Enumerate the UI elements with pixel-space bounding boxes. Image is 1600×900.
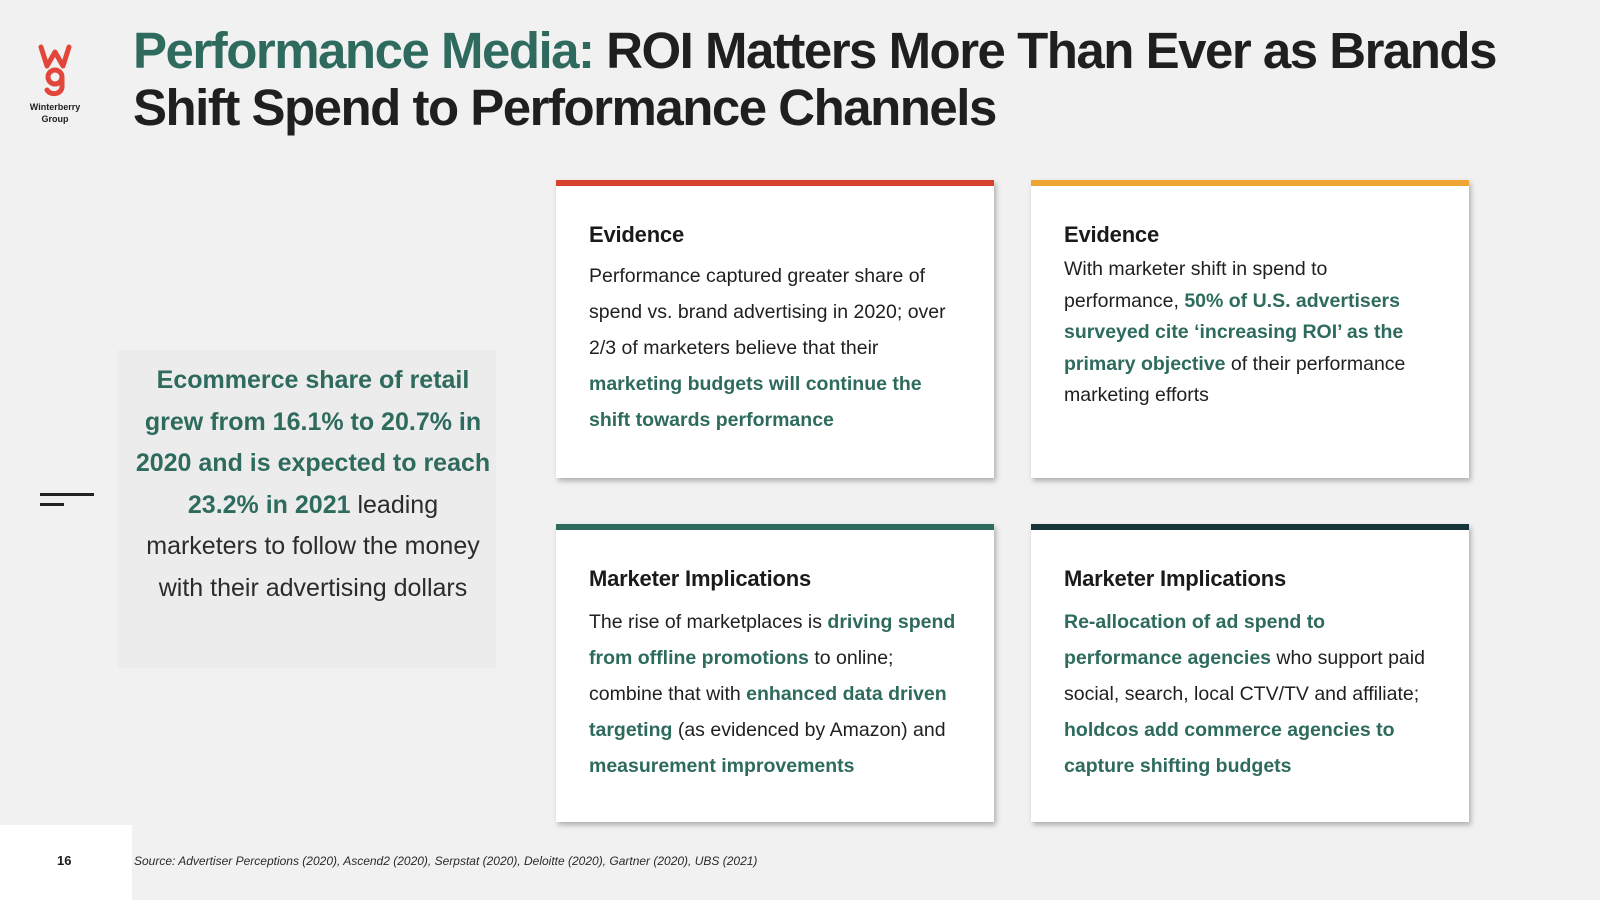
card-text: With marketer shift in spend to performa… <box>1064 258 1328 312</box>
card-highlight: 50% of U.S. advertisers surveyed cite ‘i… <box>1064 289 1404 375</box>
page-number: 16 <box>57 853 72 868</box>
card-heading: Marketer Implications <box>1064 566 1286 591</box>
decorative-dash-long <box>40 493 94 496</box>
page-number-box <box>0 825 132 900</box>
card-heading: Marketer Implications <box>589 566 811 591</box>
callout-background <box>118 350 496 668</box>
decorative-dash-short <box>40 503 64 506</box>
key-stat-callout: Ecommerce share of retail grew from 16.1… <box>130 360 496 609</box>
card-text: of their performance marketing efforts <box>1064 352 1406 407</box>
marketer-implications-card-2: Marketer Implications Re-allocation of a… <box>1031 524 1469 822</box>
logo-brand-line1: Winterberry <box>29 102 81 112</box>
page-title: Performance Media: ROI Matters More Than… <box>133 22 1553 136</box>
callout-rest: leading marketers to follow the money wi… <box>146 490 480 602</box>
card-body: With marketer shift in spend to performa… <box>1064 254 1436 412</box>
card-accent-bar <box>556 524 994 530</box>
logo-brand-line2: Group <box>41 114 69 124</box>
card-text: to online; combine that with <box>589 647 894 705</box>
evidence-card-2: Evidence With marketer shift in spend to… <box>1031 180 1469 478</box>
card-highlight: measurement improvements <box>589 755 855 777</box>
card-highlight: driving spend from offline promotions <box>589 611 956 669</box>
card-accent-bar <box>1031 180 1469 186</box>
card-accent-bar <box>556 180 994 186</box>
wg-logo-mark-icon <box>38 44 72 97</box>
card-text: Performance captured greater share of sp… <box>589 265 946 359</box>
card-heading: Evidence <box>589 222 685 247</box>
card-text: who support paid social, search, local C… <box>1064 647 1425 705</box>
card-body: Performance captured greater share of sp… <box>589 258 961 438</box>
card-text: (as evidenced by Amazon) and <box>672 719 946 741</box>
card-body: Re-allocation of ad spend to performance… <box>1064 604 1436 784</box>
evidence-card-1: Evidence Performance captured greater sh… <box>556 180 994 478</box>
card-highlight: Re-allocation of ad spend to performance… <box>1064 611 1326 669</box>
winterberry-logo: Winterberry Group <box>22 44 88 124</box>
title-accent: Performance Media: <box>133 22 595 79</box>
source-citation: Source: Advertiser Perceptions (2020), A… <box>134 854 758 868</box>
callout-highlight: Ecommerce share of retail grew from 16.1… <box>135 366 491 519</box>
card-accent-bar <box>1031 524 1469 530</box>
card-highlight: holdcos add commerce agencies to capture… <box>1064 719 1395 777</box>
card-highlight: enhanced data driven targeting <box>589 683 947 741</box>
card-body: The rise of marketplaces is driving spen… <box>589 604 961 784</box>
title-rest: ROI Matters More Than Ever as Brands Shi… <box>133 22 1497 136</box>
card-highlight: marketing budgets will continue the shif… <box>589 373 922 431</box>
marketer-implications-card-1: Marketer Implications The rise of market… <box>556 524 994 822</box>
card-text: The rise of marketplaces is <box>589 611 828 633</box>
card-heading: Evidence <box>1064 222 1160 247</box>
